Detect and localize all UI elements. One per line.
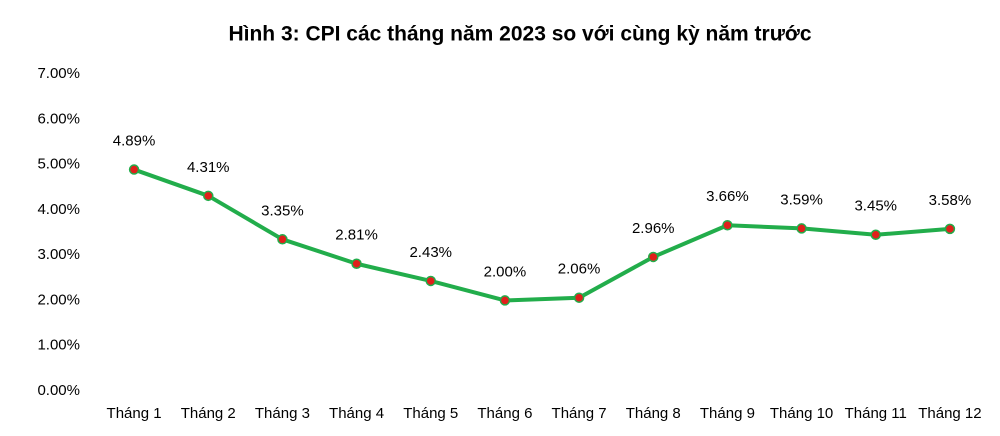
marker	[870, 229, 881, 241]
data-label: 2.06%	[558, 261, 601, 278]
x-tick-label: Tháng 2	[181, 405, 236, 422]
marker	[722, 220, 733, 231]
marker	[796, 223, 807, 234]
marker	[573, 292, 585, 303]
y-tick-label: 2.00%	[37, 291, 80, 308]
marker	[648, 251, 659, 263]
y-tick-label: 7.00%	[37, 65, 80, 82]
y-tick-label: 5.00%	[37, 156, 80, 173]
marker	[128, 164, 140, 175]
data-label: 3.58%	[929, 192, 972, 209]
x-tick-label: Tháng 5	[403, 405, 458, 422]
x-tick-label: Tháng 10	[770, 405, 833, 422]
x-tick-label: Tháng 4	[329, 405, 384, 422]
x-tick-label: Tháng 3	[255, 405, 310, 422]
data-label: 3.45%	[854, 198, 897, 215]
x-tick-label: Tháng 1	[107, 405, 162, 422]
data-label: 3.59%	[780, 191, 823, 208]
marker	[351, 258, 362, 269]
x-tick-label: Tháng 9	[700, 405, 755, 422]
data-label: 2.81%	[335, 227, 378, 244]
marker	[277, 234, 288, 245]
x-tick-label: Tháng 11	[845, 405, 907, 422]
x-tick-label: Tháng 7	[552, 405, 607, 422]
marker	[203, 190, 214, 202]
data-label: 2.00%	[484, 263, 527, 280]
marker	[425, 275, 436, 287]
line-series	[133, 167, 951, 303]
y-tick-label: 4.00%	[37, 201, 80, 218]
data-label: 4.89%	[113, 133, 156, 150]
x-tick-label: Tháng 8	[626, 405, 681, 422]
data-label: 2.96%	[632, 220, 675, 237]
marker	[944, 223, 956, 235]
y-tick-label: 6.00%	[37, 110, 80, 127]
y-tick-label: 3.00%	[37, 246, 80, 263]
y-tick-label: 0.00%	[37, 382, 80, 399]
data-label: 4.31%	[187, 159, 230, 176]
data-label: 3.66%	[706, 188, 749, 205]
y-tick-label: 1.00%	[37, 337, 80, 354]
marker	[499, 295, 511, 306]
chart-title: Hình 3: CPI các tháng năm 2023 so với cù…	[228, 23, 811, 46]
x-tick-label: Tháng 12	[918, 405, 981, 422]
data-label: 3.35%	[261, 202, 304, 219]
data-label: 2.43%	[409, 244, 452, 261]
x-tick-label: Tháng 6	[477, 405, 532, 422]
